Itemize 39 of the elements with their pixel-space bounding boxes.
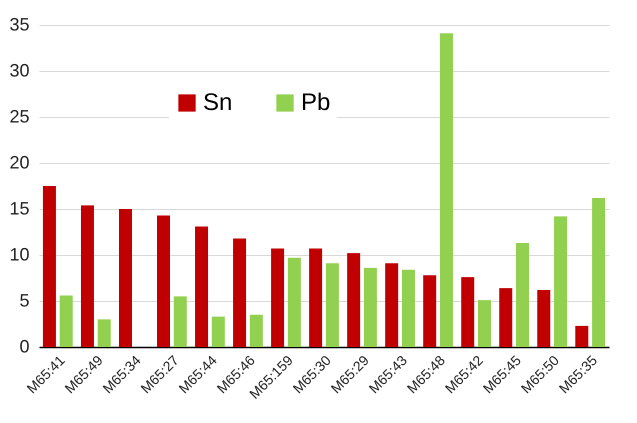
bar <box>554 216 568 347</box>
bar <box>98 319 111 347</box>
bar <box>309 248 322 347</box>
bar <box>499 288 512 347</box>
bar <box>195 226 208 347</box>
y-tick-label: 5 <box>19 290 30 310</box>
bar <box>42 186 56 347</box>
bar <box>575 326 588 347</box>
bar <box>440 33 453 347</box>
bar <box>80 205 94 347</box>
legend-label: Pb <box>301 89 330 116</box>
y-tick-label: 30 <box>9 60 30 80</box>
bar <box>118 209 132 347</box>
bar <box>347 253 360 347</box>
bar <box>233 238 246 347</box>
bar <box>385 263 398 347</box>
bar <box>174 296 187 347</box>
y-tick-label: 10 <box>9 244 30 264</box>
legend-label: Sn <box>203 89 232 116</box>
bar <box>478 300 491 347</box>
bar <box>60 295 73 347</box>
y-tick-label: 15 <box>9 198 30 218</box>
y-tick-label: 0 <box>19 336 30 356</box>
bar <box>326 263 339 347</box>
bar <box>423 275 436 347</box>
bar <box>537 290 550 347</box>
y-tick-label: 25 <box>9 106 30 126</box>
y-tick-label: 35 <box>9 14 30 34</box>
bar <box>364 268 377 347</box>
bar <box>592 198 606 347</box>
bar <box>461 277 474 347</box>
bar <box>402 270 415 347</box>
y-tick-label: 20 <box>9 152 30 172</box>
bar <box>271 248 284 347</box>
bar <box>288 258 301 347</box>
bar <box>516 243 530 347</box>
bar <box>250 314 263 347</box>
bar <box>212 316 225 347</box>
bar <box>157 215 170 347</box>
